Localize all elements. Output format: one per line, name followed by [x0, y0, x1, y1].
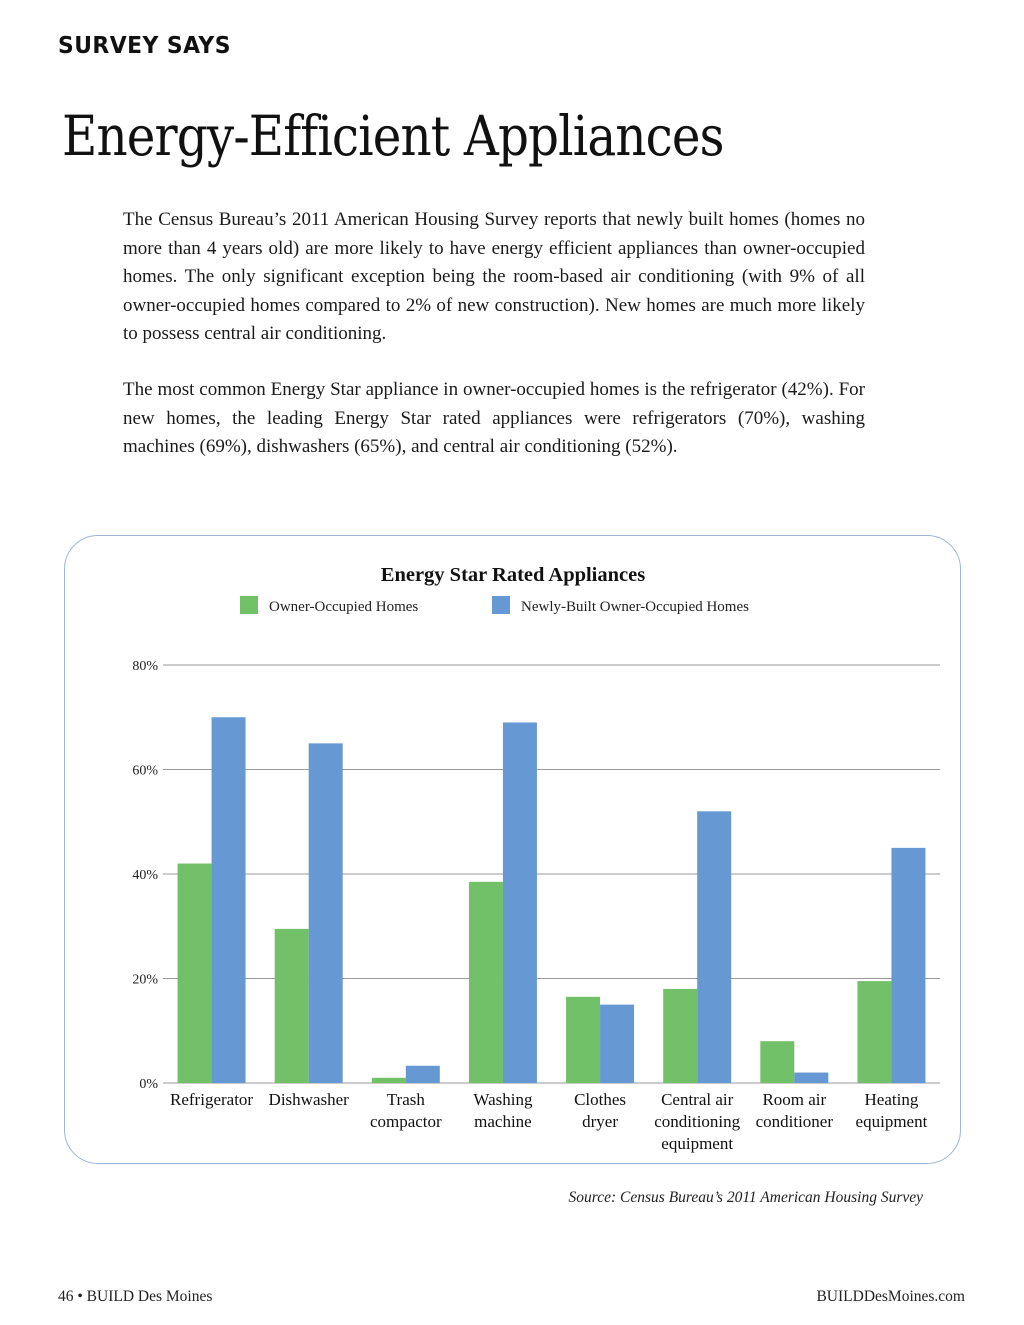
section-kicker: SURVEY SAYS — [58, 33, 231, 59]
source-note: Source: Census Bureau’s 2011 American Ho… — [568, 1189, 923, 1206]
page-title: Energy-Efficient Appliances — [62, 104, 724, 168]
footer-page-info: 46 • BUILD Des Moines — [58, 1288, 213, 1305]
article-paragraph: The Census Bureau’s 2011 American Housin… — [123, 209, 865, 344]
chart-frame — [64, 535, 961, 1164]
article-paragraph: The most common Energy Star appliance in… — [123, 379, 865, 457]
footer-website: BUILDDesMoines.com — [816, 1288, 965, 1305]
